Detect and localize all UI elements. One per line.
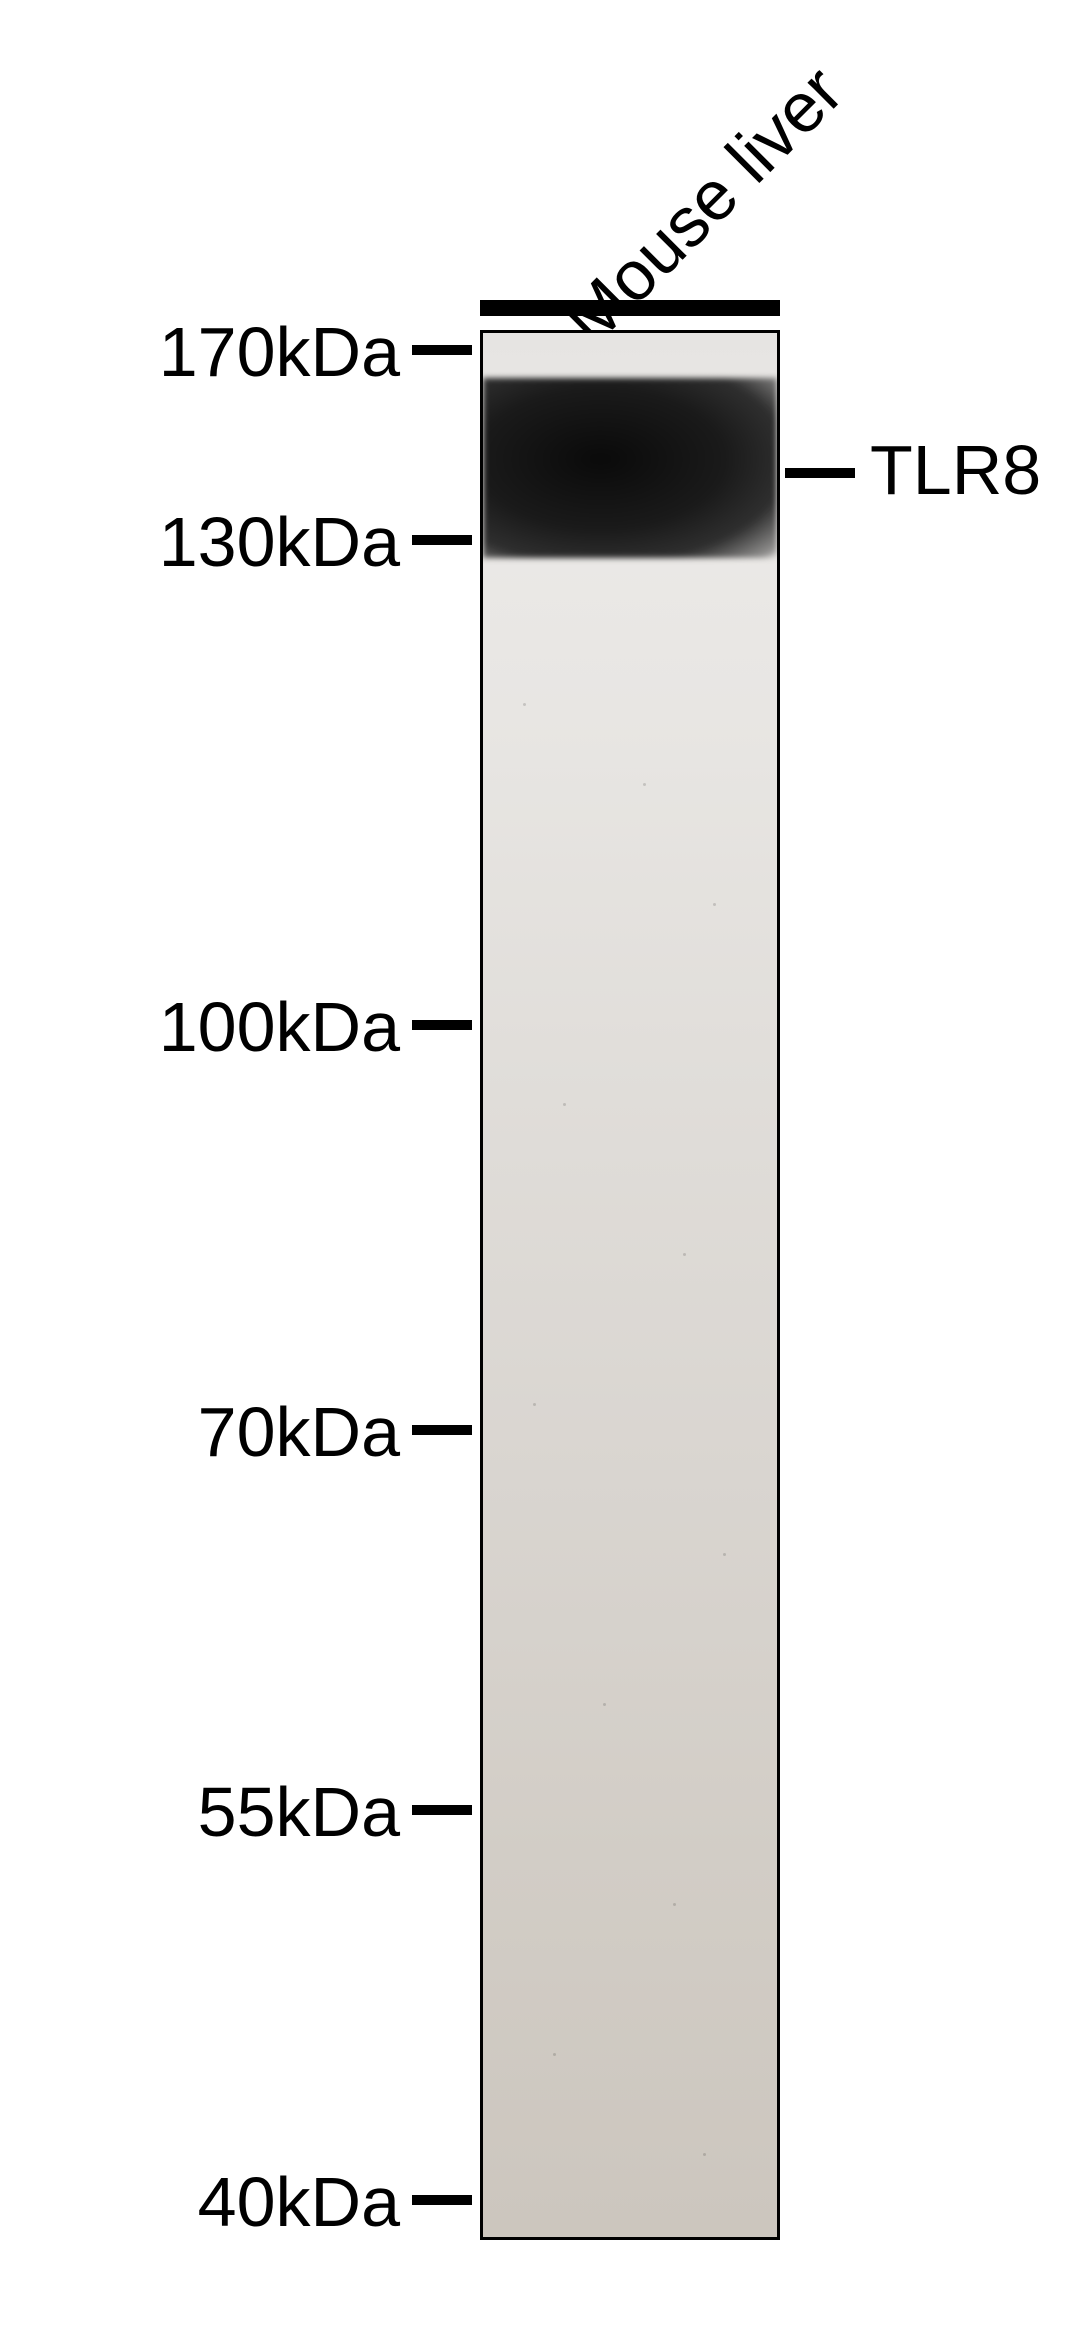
marker-tick [412,2195,472,2205]
marker-tick [412,1805,472,1815]
noise-speck [553,2053,556,2056]
marker-label: 100kDa [159,987,400,1067]
noise-speck [713,903,716,906]
noise-speck [683,1253,686,1256]
marker-tick [412,535,472,545]
marker-label: 55kDa [198,1772,400,1852]
lane-background [483,333,777,2237]
blot-lane [480,330,780,2240]
noise-speck [523,703,526,706]
noise-speck [673,1903,676,1906]
sample-underline [480,300,780,316]
band-label: TLR8 [870,430,1041,510]
marker-label: 130kDa [159,502,400,582]
protein-band [483,378,777,558]
noise-speck [723,1553,726,1556]
marker-label: 170kDa [159,312,400,392]
marker-label: 40kDa [198,2162,400,2242]
marker-tick [412,1425,472,1435]
noise-speck [603,1703,606,1706]
band-tick [785,468,855,478]
marker-label: 70kDa [198,1392,400,1472]
marker-tick [412,1020,472,1030]
noise-speck [563,1103,566,1106]
noise-speck [533,1403,536,1406]
noise-speck [643,783,646,786]
marker-tick [412,345,472,355]
western-blot-figure: Mouse liver TLR8 170kDa130kDa100kDa70kDa… [0,0,1080,2333]
noise-speck [703,2153,706,2156]
